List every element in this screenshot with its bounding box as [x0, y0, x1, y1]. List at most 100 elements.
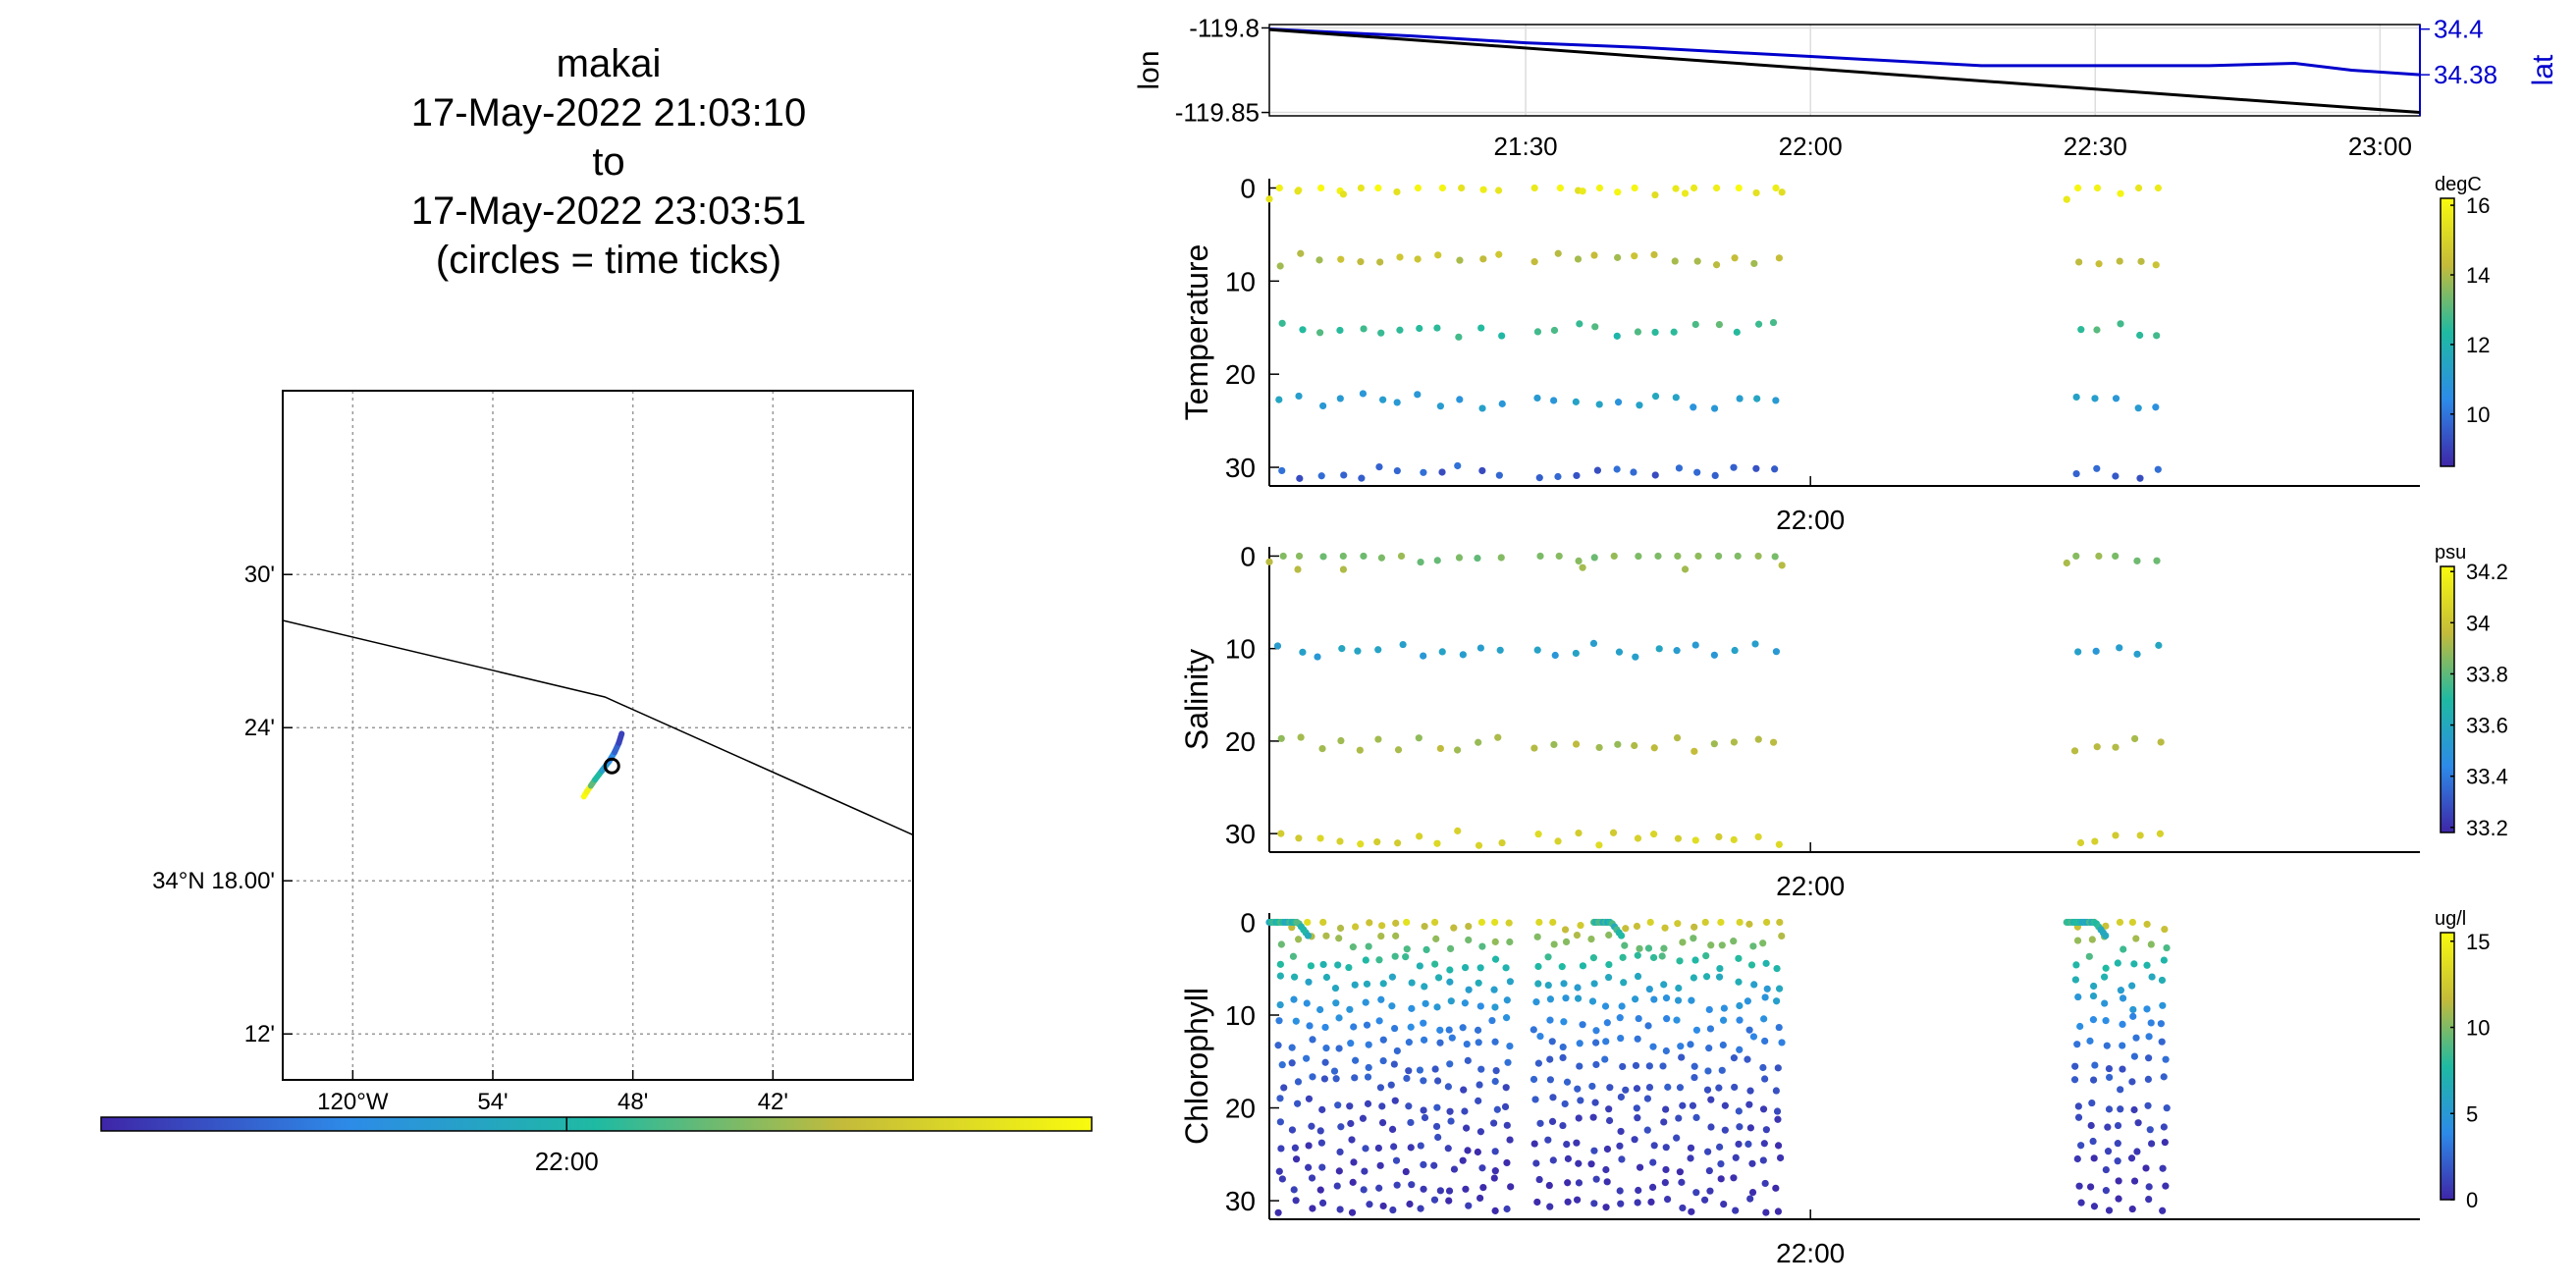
- chlorophyll-point: [1649, 953, 1658, 962]
- chlorophyll-point: [1303, 999, 1311, 1007]
- lonlat-y2tick-label: 34.4: [2434, 15, 2484, 44]
- chlorophyll-point: [1349, 943, 1357, 951]
- chlorophyll-point: [1337, 1123, 1345, 1131]
- chlorophyll-point: [1663, 1196, 1672, 1204]
- chlorophyll-point: [1634, 1035, 1641, 1043]
- temperature-point: [1752, 188, 1760, 197]
- chlorophyll-point: [1434, 1133, 1442, 1142]
- chlorophyll-point: [1759, 939, 1767, 947]
- lon-axis-label: lon: [1133, 50, 1165, 89]
- chlorophyll-point: [1305, 1142, 1313, 1150]
- chlorophyll-point: [1488, 1016, 1496, 1025]
- chlorophyll-point: [1407, 1023, 1415, 1031]
- chlorophyll-point: [1446, 1060, 1454, 1068]
- chlorophyll-point: [1290, 995, 1298, 1003]
- chlorophyll-point: [1364, 1073, 1372, 1081]
- chlorophyll-point: [1309, 1073, 1316, 1081]
- temperature-point: [1420, 468, 1427, 476]
- chlorophyll-point: [1417, 1142, 1424, 1150]
- chlorophyll-point: [1376, 1161, 1384, 1169]
- chlorophyll-point: [1388, 1125, 1397, 1134]
- temperature-point: [2093, 464, 2101, 472]
- temperature-point: [2134, 184, 2143, 192]
- chlorophyll-point: [1436, 1026, 1444, 1034]
- chlorophyll-point: [1587, 936, 1595, 943]
- chlorophyll-point: [1350, 1023, 1358, 1031]
- temperature-point: [1299, 326, 1307, 334]
- temperature-point: [1710, 404, 1719, 412]
- chlorophyll-point: [2073, 1041, 2081, 1048]
- temperature-point: [1690, 184, 1698, 192]
- chlorophyll-point: [1605, 1116, 1614, 1125]
- temperature-point: [1414, 255, 1422, 263]
- chlorophyll-point: [2119, 1042, 2126, 1049]
- chlorophyll-point: [1379, 1056, 1387, 1065]
- chlorophyll-point: [1477, 1065, 1485, 1073]
- salinity-point: [1377, 554, 1385, 562]
- temperature-point: [1434, 251, 1442, 259]
- chlorophyll-point: [1544, 981, 1552, 990]
- salinity-point: [1399, 640, 1407, 649]
- temperature-point: [2093, 184, 2102, 192]
- chlorophyll-point: [2102, 1165, 2110, 1174]
- salinity-point: [1318, 744, 1326, 753]
- chlorophyll-point: [1648, 1183, 1657, 1191]
- chlorophyll-point: [1632, 995, 1639, 1003]
- chlorophyll-point: [1748, 1159, 1756, 1167]
- chlorophyll-point: [1674, 920, 1682, 928]
- temperature-point: [1691, 320, 1699, 329]
- temperature-point: [1771, 465, 1779, 473]
- chlorophyll-point: [2130, 960, 2138, 968]
- chlorophyll-point: [1408, 1181, 1416, 1189]
- chlorophyll-point: [1776, 1154, 1785, 1162]
- chlorophyll-point: [1762, 1126, 1770, 1134]
- chlorophyll-point: [1318, 1105, 1326, 1113]
- chlorophyll-point: [2104, 1148, 2113, 1155]
- temperature-point: [1436, 402, 1444, 410]
- chlorophyll-point: [1706, 1187, 1714, 1195]
- chlorophyll-point: [1590, 1147, 1598, 1154]
- salinity-point: [1438, 648, 1446, 656]
- temperature-point: [1579, 188, 1586, 195]
- temperature-point: [2093, 326, 2101, 334]
- temperature-point: [1595, 401, 1603, 408]
- chlorophyll-point: [1564, 1198, 1572, 1206]
- chlorophyll-point: [1421, 1036, 1428, 1044]
- salinity-point: [1655, 645, 1663, 653]
- chlorophyll-point: [1548, 1117, 1557, 1126]
- chlorophyll-point: [2073, 937, 2082, 944]
- chlorophyll-point: [1575, 1159, 1583, 1167]
- chlorophyll-point: [1534, 962, 1542, 971]
- chlorophyll-point: [1664, 1083, 1672, 1091]
- chlorophyll-point: [2162, 1182, 2170, 1190]
- chlorophyll-point: [1561, 1100, 1569, 1108]
- chlorophyll-point: [1421, 1113, 1429, 1122]
- chlorophyll-point: [1545, 1181, 1553, 1190]
- salinity-point: [1731, 646, 1739, 655]
- chlorophyll-point: [1744, 1055, 1751, 1063]
- chlorophyll-point: [1335, 1045, 1343, 1052]
- chlorophyll-point: [1650, 1142, 1658, 1150]
- chlorophyll-point: [1559, 1121, 1567, 1130]
- chlorophyll-point: [1463, 1124, 1471, 1132]
- chlorophyll-point: [1549, 1156, 1557, 1164]
- chlorophyll-point: [1450, 924, 1458, 932]
- salinity-point: [1357, 840, 1365, 848]
- chlorophyll-point: [1478, 942, 1486, 950]
- chlorophyll-point: [2116, 918, 2124, 927]
- chlorophyll-point: [1592, 1027, 1600, 1035]
- chlorophyll-point: [1309, 1036, 1316, 1044]
- salinity-point: [1417, 558, 1424, 566]
- chlorophyll-point: [2163, 1104, 2171, 1112]
- chlorophyll-point: [1579, 962, 1587, 970]
- chlorophyll-colorbar-tick-label: 10: [2466, 1016, 2490, 1041]
- chlorophyll-point: [1420, 1019, 1427, 1027]
- chlorophyll-point: [1276, 972, 1284, 980]
- chlorophyll-point: [2086, 1037, 2094, 1045]
- salinity-point: [1635, 552, 1642, 561]
- temperature-point: [1393, 466, 1401, 475]
- chlorophyll-point: [1392, 932, 1400, 939]
- chlorophyll-point: [1322, 932, 1330, 939]
- salinity-point: [2074, 648, 2082, 656]
- chlorophyll-point: [2101, 999, 2109, 1007]
